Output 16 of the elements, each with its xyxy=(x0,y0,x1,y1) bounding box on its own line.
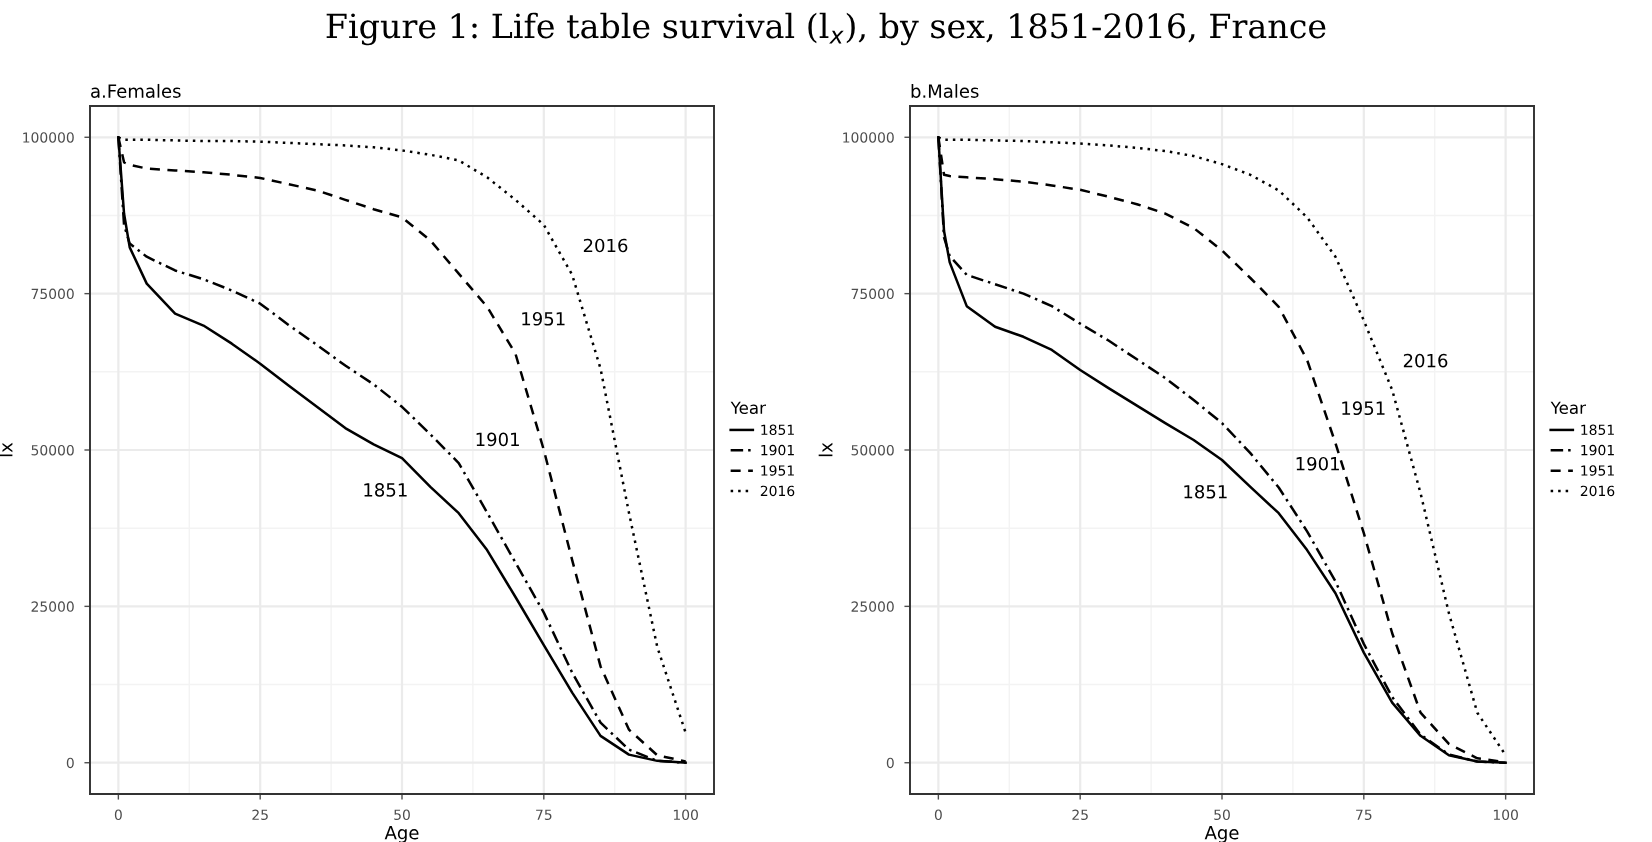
chart-subtitle: b.Males xyxy=(911,83,979,98)
x-axis-title: Age xyxy=(1204,826,1239,842)
x-axis-title: Age xyxy=(384,826,419,842)
text: 2016 xyxy=(1403,353,1448,368)
text: 1901 xyxy=(1296,456,1339,471)
y-axis-title: lx xyxy=(818,442,833,457)
text: 1851 xyxy=(364,483,407,497)
text: Figure 1: Life table survival (l$_{x}$), by sex, 1851-2016, France xyxy=(326,12,1326,46)
text: 2016 xyxy=(583,238,628,253)
text: 1901 xyxy=(476,432,519,447)
text: 1951 xyxy=(522,311,565,326)
text: 1851 xyxy=(1184,484,1227,499)
legend-title: Year xyxy=(1550,401,1586,415)
chart-subtitle: a.Females xyxy=(91,83,181,98)
text: 1951 xyxy=(1342,401,1385,416)
legend-title: Year xyxy=(730,401,766,415)
